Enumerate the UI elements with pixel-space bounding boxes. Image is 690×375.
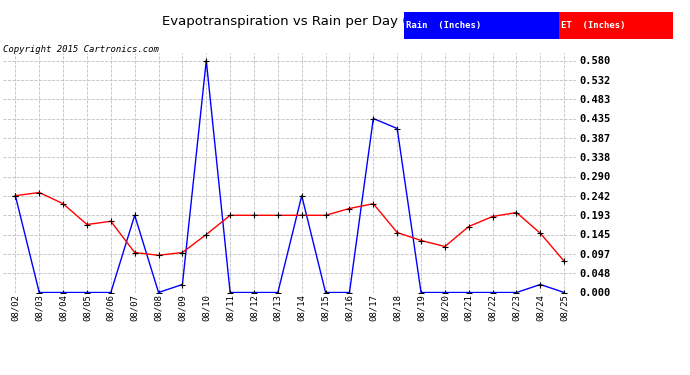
Text: ET  (Inches): ET (Inches) <box>561 21 625 30</box>
Text: Rain  (Inches): Rain (Inches) <box>406 21 481 30</box>
Text: Copyright 2015 Cartronics.com: Copyright 2015 Cartronics.com <box>3 45 159 54</box>
Text: Evapotranspiration vs Rain per Day (Inches) 20150826: Evapotranspiration vs Rain per Day (Inch… <box>162 15 528 28</box>
